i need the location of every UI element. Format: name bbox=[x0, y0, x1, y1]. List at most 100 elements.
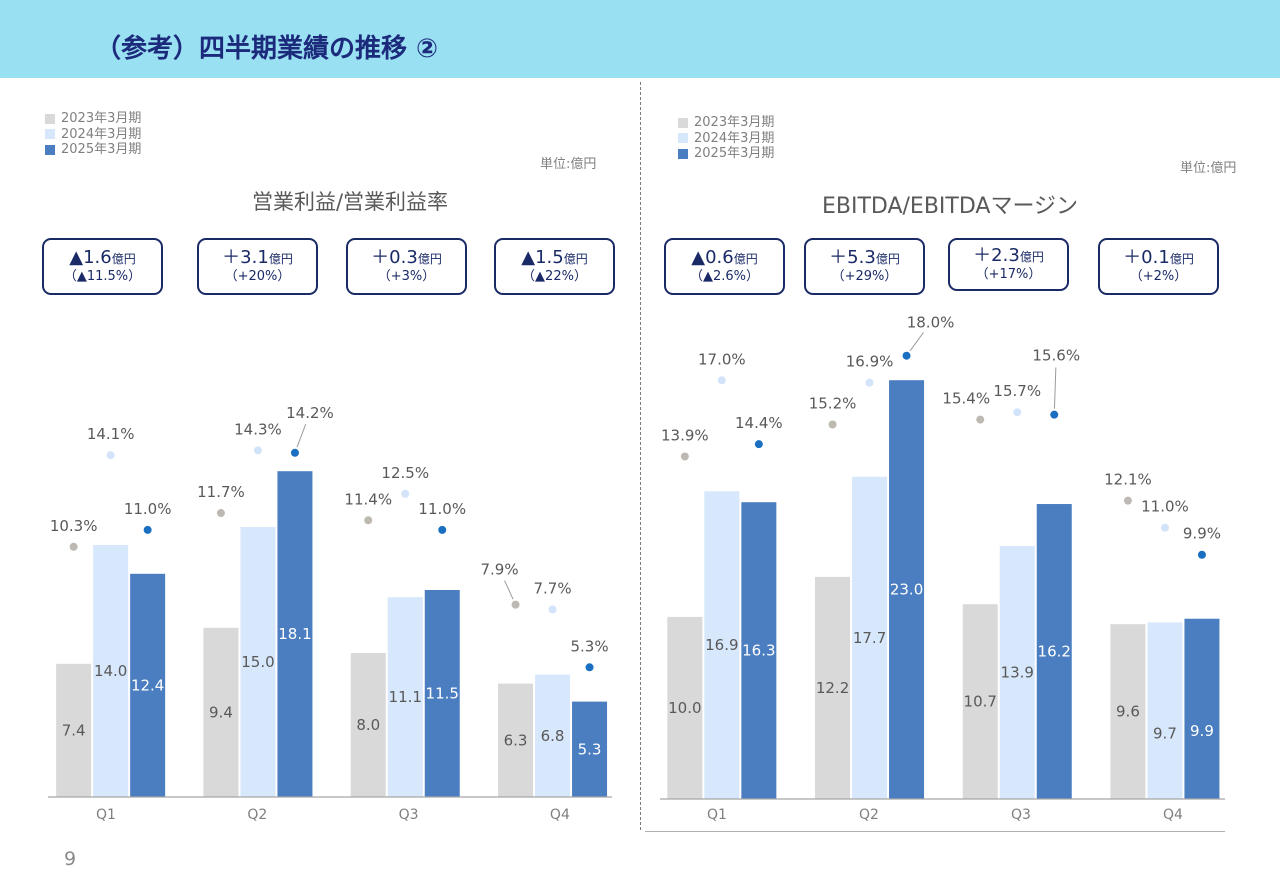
page-number: 9 bbox=[64, 848, 77, 870]
ebitda-legend-label-2023: 2023年3月期 bbox=[694, 115, 775, 130]
ebitda-margin-label-fy2024-q1: 17.0% bbox=[698, 350, 746, 368]
op-bar-value-fy2024-q3: 11.1 bbox=[389, 688, 422, 706]
ebitda-change-amount: ＋0.1 bbox=[1123, 247, 1170, 268]
op-change-amount: ＋0.3 bbox=[371, 247, 418, 268]
ebitda-margin-dot-fy2024-q1 bbox=[717, 376, 726, 385]
ebitda-bar-fy2025-q4 bbox=[1184, 618, 1220, 799]
ebitda-bar-value-fy2024-q3: 13.9 bbox=[1001, 663, 1034, 681]
ebitda-margin-label-fy2025-q1: 14.4% bbox=[735, 414, 783, 432]
op-bar-labels: 7.4 14.012.4 9.4 15.018.1 8.0 11.1 11.5 6.3 6.8 5… bbox=[62, 625, 602, 758]
ebitda-change-unit: 億円 bbox=[1019, 250, 1044, 264]
ebitda-change-amount: ＋5.3 bbox=[829, 247, 876, 268]
op-bar-fy2024-q3 bbox=[387, 597, 423, 797]
ebitda-margin-dot-fy2023-q2 bbox=[828, 420, 837, 429]
op-bar-fy2024-q4 bbox=[535, 674, 571, 797]
op-margin-dot-fy2025-q1 bbox=[143, 525, 152, 534]
ebitda-margin-label-fy2024-q3: 15.7% bbox=[993, 382, 1041, 400]
ebitda-margin-leader-line-fy2025-q2 bbox=[909, 332, 924, 352]
ebitda-bar-fy2024-q4 bbox=[1147, 622, 1183, 799]
ebitda-bar-value-fy2023-q3: 10.7 bbox=[964, 693, 997, 711]
ebitda-margin-label-fy2025-q4: 9.9% bbox=[1183, 525, 1221, 543]
ebitda-margin-dot-fy2025-q4 bbox=[1197, 550, 1206, 559]
op-change-amount-line: ▲1.6億円 bbox=[69, 248, 135, 269]
op-margin-dot-fy2025-q3 bbox=[438, 525, 447, 534]
op-change-rate: （+20%） bbox=[224, 269, 291, 284]
op-margin-label-fy2024-q4: 7.7% bbox=[533, 579, 571, 597]
ebitda-legend: 2023年3月期 2024年3月期 2025年3月期 bbox=[678, 115, 774, 162]
ebitda-margin-markers bbox=[680, 351, 1206, 559]
op-bar-fy2024-q2 bbox=[240, 527, 276, 797]
op-margin-label-fy2024-q1: 14.1% bbox=[87, 425, 135, 443]
ebitda-change-amount-line: ＋2.3億円 bbox=[973, 246, 1044, 267]
op-legend-swatch-2025 bbox=[45, 144, 55, 155]
ebitda-bar-fy2025-q2 bbox=[889, 380, 925, 799]
ebitda-margin-dot-fy2023-q3 bbox=[976, 415, 985, 424]
ebitda-bar-value-fy2023-q1: 10.0 bbox=[668, 699, 701, 717]
ebitda-margin-label-fy2023-q3: 15.4% bbox=[942, 390, 990, 408]
ebitda-margin-label-fy2023-q1: 13.9% bbox=[661, 426, 709, 444]
ebitda-bar-value-fy2023-q4: 9.6 bbox=[1116, 703, 1140, 721]
op-margin-label-fy2024-q3: 12.5% bbox=[381, 464, 429, 482]
op-margin-label-fy2023-q4: 7.9% bbox=[480, 561, 518, 579]
ebitda-bar-fy2024-q2 bbox=[852, 476, 888, 799]
op-bar-fy2025-q3 bbox=[424, 590, 460, 797]
ebitda-margin-dot-fy2024-q2 bbox=[865, 378, 874, 387]
op-bar-value-fy2024-q2: 15.0 bbox=[241, 653, 274, 671]
op-bar-value-fy2025-q2: 18.1 bbox=[278, 625, 311, 643]
ebitda-change-box-q2: ＋5.3億円 （+29%） bbox=[804, 238, 925, 295]
op-margin-label-fy2025-q2: 14.2% bbox=[286, 404, 334, 422]
ebitda-bar-value-fy2025-q3: 16.2 bbox=[1038, 643, 1071, 661]
op-x-tick-q4: Q4 bbox=[550, 807, 570, 823]
ebitda-bar-value-fy2025-q1: 16.3 bbox=[742, 642, 775, 660]
op-legend-item-2025: 2025年3月期 bbox=[45, 142, 141, 158]
op-bar-value-fy2023-q2: 9.4 bbox=[209, 703, 233, 721]
page-title: （参考）四半期業績の推移 ② bbox=[95, 34, 439, 64]
ebitda-x-tick-q2: Q2 bbox=[859, 807, 879, 823]
ebitda-change-rate: （+17%） bbox=[975, 267, 1042, 282]
ebitda-change-unit: 億円 bbox=[1169, 252, 1194, 266]
op-bar-value-fy2023-q3: 8.0 bbox=[356, 716, 380, 734]
ebitda-legend-item-2023: 2023年3月期 bbox=[678, 115, 774, 131]
ebitda-x-tick-q4: Q4 bbox=[1163, 807, 1183, 823]
ebitda-bar-labels: 10.0 16.9 16.3 12.2 17.7 23.0 10.713.916.2 9.6 9… bbox=[668, 581, 1214, 743]
op-change-box-q1: ▲1.6億円 （▲11.5%） bbox=[42, 238, 163, 295]
ebitda-margin-dot-fy2024-q3 bbox=[1013, 408, 1022, 417]
ebitda-change-amount-line: ▲0.6億円 bbox=[691, 248, 757, 269]
op-bar-value-fy2023-q1: 7.4 bbox=[62, 721, 86, 739]
ebitda-margin-label-fy2025-q3: 15.6% bbox=[1032, 347, 1080, 365]
op-change-unit: 億円 bbox=[268, 252, 293, 266]
op-bar-fy2023-q4 bbox=[498, 683, 534, 797]
op-change-amount-line: ▲1.5億円 bbox=[521, 248, 587, 269]
op-bars bbox=[56, 471, 608, 797]
ebitda-plot: 10.0 16.9 16.3 12.2 17.7 23.0 10.713.916.2 9.6 9… bbox=[660, 314, 1225, 823]
ebitda-legend-swatch-2024 bbox=[678, 133, 688, 144]
op-margin-dot-fy2023-q3 bbox=[364, 516, 373, 525]
ebitda-legend-label-2025: 2025年3月期 bbox=[694, 146, 775, 161]
op-margin-dot-fy2025-q2 bbox=[290, 448, 299, 457]
ebitda-legend-item-2024: 2024年3月期 bbox=[678, 131, 774, 147]
ebitda-change-rate: （▲2.6%） bbox=[689, 269, 760, 284]
ebitda-chart-title: EBITDA/EBITDAマージン bbox=[821, 194, 1079, 219]
ebitda-bar-value-fy2024-q2: 17.7 bbox=[853, 629, 886, 647]
op-x-tick-q2: Q2 bbox=[247, 807, 267, 823]
ebitda-legend-swatch-2025 bbox=[678, 148, 688, 159]
op-margin-leader-line-fy2025-q2 bbox=[296, 423, 307, 448]
op-x-tick-q3: Q3 bbox=[399, 807, 419, 823]
ebitda-change-amount-line: ＋0.1億円 bbox=[1123, 248, 1194, 269]
op-change-box-q3: ＋0.3億円 （+3%） bbox=[346, 238, 467, 295]
op-bar-value-fy2024-q1: 14.0 bbox=[94, 662, 127, 680]
op-margin-leader-line-fy2023-q4 bbox=[504, 580, 514, 600]
op-margin-dot-fy2024-q1 bbox=[106, 451, 115, 460]
ebitda-margin-dot-fy2023-q4 bbox=[1123, 496, 1132, 505]
op-bar-value-fy2025-q4: 5.3 bbox=[578, 740, 602, 758]
ebitda-bar-fy2023-q1 bbox=[667, 616, 703, 799]
op-bar-fy2023-q2 bbox=[203, 627, 239, 797]
ebitda-change-box-q4: ＋0.1億円 （+2%） bbox=[1098, 238, 1219, 295]
ebitda-bar-fy2023-q2 bbox=[815, 576, 851, 799]
op-bar-value-fy2024-q4: 6.8 bbox=[541, 727, 565, 745]
ebitda-bars bbox=[667, 380, 1220, 799]
op-legend-label-2023: 2023年3月期 bbox=[61, 111, 142, 126]
op-margin-dot-fy2023-q4 bbox=[511, 600, 520, 609]
center-divider bbox=[640, 82, 641, 830]
op-margin-dot-fy2023-q1 bbox=[69, 542, 78, 551]
